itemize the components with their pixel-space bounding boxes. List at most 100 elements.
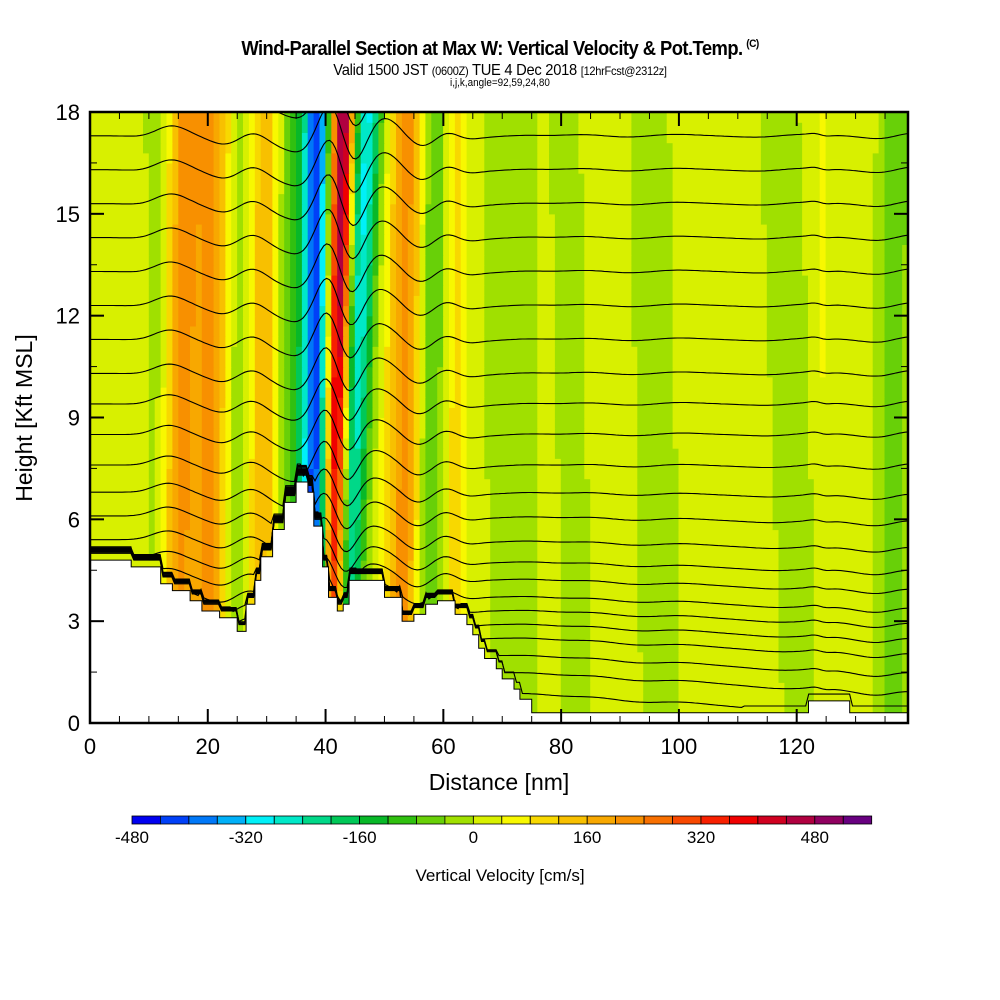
velocity-cell — [272, 132, 279, 144]
velocity-cell — [195, 315, 203, 327]
velocity-cell — [178, 580, 185, 592]
velocity-cell — [384, 478, 391, 490]
velocity-cell — [360, 407, 368, 419]
velocity-cell — [484, 264, 538, 276]
velocity-cell — [537, 631, 562, 643]
velocity-cell — [372, 427, 379, 439]
velocity-cell — [254, 417, 274, 429]
velocity-cell — [278, 417, 285, 429]
velocity-cell — [449, 152, 456, 164]
colorbar-tick-label: -320 — [229, 828, 263, 847]
velocity-cell — [307, 244, 315, 256]
velocity-cell — [172, 295, 179, 307]
velocity-cell — [590, 702, 644, 714]
velocity-cell — [284, 132, 291, 144]
velocity-cell — [201, 458, 215, 469]
velocity-cell — [290, 458, 297, 469]
velocity-cell — [166, 437, 173, 449]
velocity-cell — [354, 336, 362, 347]
velocity-cell — [272, 437, 279, 449]
velocity-cell — [872, 661, 886, 673]
isentrope-line — [90, 470, 908, 628]
velocity-cell — [390, 173, 397, 184]
velocity-cell — [313, 407, 321, 419]
velocity-cell — [331, 468, 338, 480]
velocity-cell — [160, 274, 168, 286]
velocity-cell — [190, 336, 203, 347]
velocity-cell — [366, 336, 374, 347]
velocity-cell — [378, 397, 385, 408]
velocity-cell — [413, 152, 421, 164]
colorbar-swatch — [842, 815, 873, 825]
velocity-cell — [678, 702, 785, 714]
velocity-cell — [354, 325, 368, 337]
velocity-cell — [225, 611, 232, 622]
velocity-cell — [449, 183, 456, 195]
velocity-cell — [354, 234, 362, 245]
velocity-cell — [201, 325, 215, 337]
velocity-cell — [172, 519, 179, 531]
velocity-cell — [348, 478, 362, 490]
velocity-cell — [425, 346, 444, 357]
velocity-cell — [590, 519, 638, 531]
velocity-cell — [537, 427, 556, 439]
velocity-cell — [554, 427, 585, 439]
velocity-cell — [384, 448, 391, 459]
velocity-cell — [884, 621, 903, 632]
velocity-cell — [237, 336, 244, 347]
velocity-cell — [407, 549, 415, 561]
velocity-cell — [872, 468, 886, 480]
velocity-cell — [90, 285, 150, 296]
velocity-cell — [425, 183, 432, 195]
velocity-cell — [413, 458, 421, 469]
velocity-cell — [872, 509, 886, 520]
velocity-cell — [225, 142, 232, 154]
velocity-cell — [390, 325, 397, 337]
velocity-cell — [884, 478, 903, 490]
velocity-cell — [872, 305, 886, 317]
velocity-cell — [213, 234, 221, 245]
velocity-cell — [284, 285, 291, 296]
velocity-cell — [272, 478, 279, 490]
velocity-cell — [419, 549, 427, 561]
velocity-cell — [201, 427, 215, 439]
velocity-cell — [166, 193, 173, 205]
velocity-cell — [813, 499, 874, 510]
velocity-cell — [401, 285, 409, 296]
velocity-cell — [213, 397, 221, 408]
velocity-cell — [319, 315, 326, 327]
velocity-cell — [825, 173, 874, 184]
velocity-cell — [443, 183, 450, 195]
velocity-cell — [425, 305, 444, 317]
velocity-cell — [396, 386, 403, 398]
velocity-cell — [213, 488, 221, 500]
velocity-cell — [407, 539, 415, 551]
velocity-cell — [354, 264, 362, 276]
velocity-cell — [160, 488, 168, 500]
velocity-cell — [537, 570, 562, 582]
velocity-cell — [419, 213, 427, 225]
velocity-cell — [413, 499, 421, 510]
velocity-cell — [201, 478, 215, 490]
velocity-cell — [590, 570, 638, 582]
velocity-cell — [396, 162, 403, 174]
velocity-cell — [172, 162, 179, 174]
velocity-cell — [148, 274, 162, 286]
isentrope-line — [90, 347, 908, 392]
velocity-cell — [296, 162, 303, 174]
velocity-cell — [884, 224, 908, 235]
velocity-cell — [449, 193, 456, 205]
velocity-cell — [466, 213, 485, 225]
velocity-cell — [366, 173, 374, 184]
velocity-cell — [178, 417, 191, 429]
velocity-cell — [872, 672, 886, 683]
velocity-cell — [354, 213, 362, 225]
velocity-cell — [225, 305, 232, 317]
velocity-cell — [160, 539, 168, 551]
velocity-cell — [301, 112, 309, 123]
velocity-cell — [278, 315, 285, 327]
velocity-cell — [331, 417, 338, 429]
velocity-cell — [219, 346, 226, 357]
velocity-cell — [390, 274, 397, 286]
